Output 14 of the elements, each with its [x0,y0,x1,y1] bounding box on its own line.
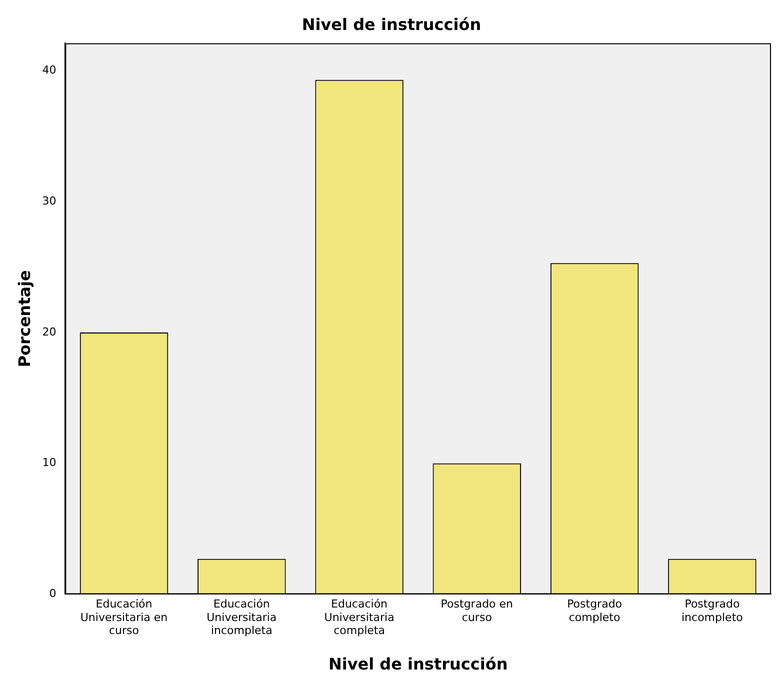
y-tick-label: 20 [42,325,56,338]
x-tick-label: Educación Universitaria incompleta [206,598,277,638]
x-tick-label: Postgrado en curso [440,598,514,624]
y-tick-label: 0 [49,587,56,600]
y-tick-label: 40 [42,64,56,77]
y-tick-label: 10 [42,456,56,470]
x-tick-label: Postgrado completo [567,598,622,624]
chart-title: Nivel de instrucción [302,14,482,34]
x-axis-title: Nivel de instrucción [328,654,508,674]
y-axis-title: Porcentaje [14,270,34,368]
x-tick-label: Educación Universitaria en curso [80,598,168,638]
x-tick-label: Postgrado incompleto [681,598,744,624]
y-tick-label: 30 [42,194,56,208]
x-tick-label: Educación Universitaria completa [324,598,394,638]
